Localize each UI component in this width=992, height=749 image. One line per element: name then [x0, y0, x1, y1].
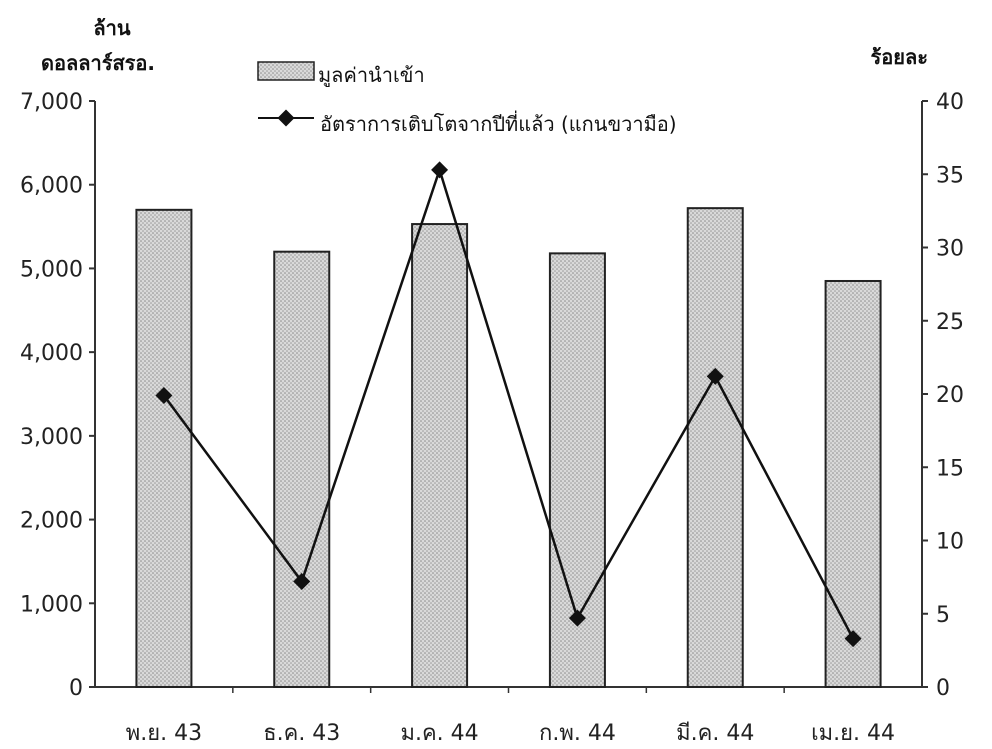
right-tick-label: 0 [936, 676, 950, 701]
right-tick-label: 20 [936, 383, 964, 408]
growth-point-0 [155, 386, 173, 404]
left-tick-label: 0 [69, 676, 83, 701]
left-tick-label: 6,000 [20, 174, 83, 199]
legend-line-label: อัตราการเติบโตจากปีที่แล้ว (แกนขวามือ) [320, 110, 677, 136]
legend-bar-label: มูลค่านำเข้า [318, 63, 425, 88]
right-tick-label: 25 [936, 310, 964, 335]
left-tick-label: 3,000 [20, 425, 83, 450]
line-series [155, 161, 862, 648]
left-tick-label: 2,000 [20, 509, 83, 534]
left-tick-label: 5,000 [20, 257, 83, 282]
left-axis-ticks: 0 1,000 2,000 3,000 4,000 5,000 6,000 7,000 [20, 90, 95, 701]
bar-4 [686, 207, 744, 688]
bar-1 [273, 250, 331, 689]
legend-line-marker [277, 109, 295, 127]
left-tick-label: 7,000 [20, 90, 83, 115]
x-label-0: พ.ย. 43 [126, 721, 202, 746]
bar-3 [548, 252, 606, 689]
left-tick-label: 4,000 [20, 341, 83, 366]
legend: มูลค่านำเข้า อัตราการเติบโตจากปีที่แล้ว … [257, 61, 677, 136]
right-tick-label: 40 [936, 90, 964, 115]
growth-point-1 [293, 573, 311, 591]
right-tick-label: 15 [936, 456, 964, 481]
bar-2 [411, 223, 469, 688]
right-tick-label: 5 [936, 603, 950, 628]
x-label-5: เม.ย. 44 [811, 721, 895, 746]
growth-line [162, 165, 855, 640]
right-tick-label: 35 [936, 163, 964, 188]
growth-point-5 [844, 630, 862, 648]
right-axis-label: ร้อยละ [871, 45, 928, 69]
legend-bar-swatch [257, 61, 315, 81]
growth-point-2 [431, 161, 449, 179]
x-label-3: ก.พ. 44 [539, 721, 616, 746]
x-label-2: ม.ค. 44 [400, 721, 478, 746]
growth-point-4 [706, 367, 724, 385]
left-axis-label-line2: ดอลลาร์สรอ. [41, 51, 155, 75]
x-label-1: ธ.ค. 43 [263, 721, 340, 746]
x-label-4: มี.ค. 44 [676, 721, 754, 746]
right-axis-ticks: 0 5 10 15 20 25 30 35 40 [922, 90, 964, 701]
bar-series [135, 207, 882, 689]
left-axis-label-line1: ล้าน [93, 16, 130, 40]
left-tick-label: 1,000 [20, 592, 83, 617]
bar-0 [135, 208, 193, 688]
right-tick-label: 30 [936, 237, 964, 262]
right-tick-label: 10 [936, 530, 964, 555]
growth-point-3 [568, 609, 586, 627]
x-axis-labels: พ.ย. 43 ธ.ค. 43 ม.ค. 44 ก.พ. 44 มี.ค. 44 เม.ย… [126, 721, 895, 746]
bar-5 [824, 279, 882, 688]
